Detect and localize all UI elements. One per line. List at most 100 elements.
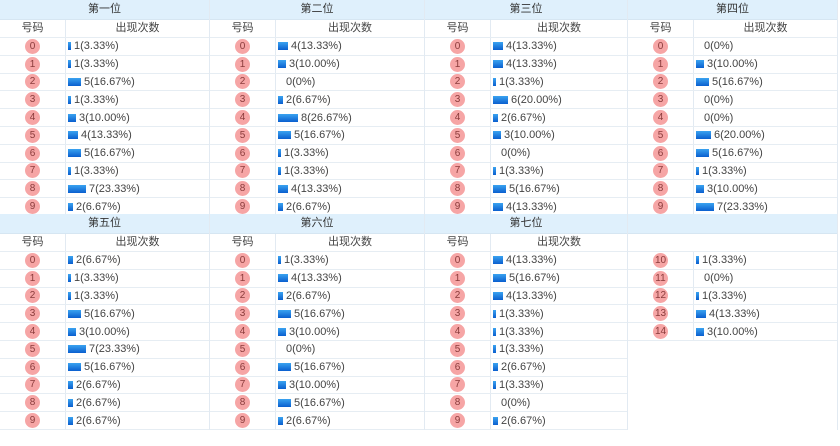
- frequency-bar: [493, 327, 496, 336]
- number-header: 号码: [628, 20, 694, 37]
- table-row: 1 1(3.33%): [0, 269, 209, 288]
- number-cell: 2: [210, 73, 276, 91]
- table-row: 3 5(16.67%): [210, 305, 424, 324]
- count-value: 4(13.33%): [506, 40, 557, 53]
- count-value: 4(13.33%): [506, 254, 557, 267]
- frequency-bar: [493, 42, 503, 51]
- number-ball: 4: [235, 324, 250, 340]
- count-value: 5(16.67%): [509, 182, 560, 195]
- position-5-block: 第五位 号码 出现次数 0 2(6.67%) 1 1(3.33%) 2 1(3.…: [0, 214, 210, 430]
- frequency-bar: [278, 60, 286, 69]
- table-row: 0 1(3.33%): [0, 38, 209, 56]
- number-cell: 6: [210, 144, 276, 162]
- count-value: 1(3.33%): [499, 325, 544, 338]
- number-cell: 8: [0, 180, 66, 198]
- frequency-bar: [68, 95, 71, 104]
- number-cell: 9: [210, 198, 276, 215]
- number-ball: 7: [25, 163, 40, 179]
- table-row: 7 3(10.00%): [210, 376, 424, 395]
- count-cell: 1(3.33%): [276, 252, 424, 269]
- count-value: 5(16.67%): [294, 396, 345, 409]
- table-row: 6 5(16.67%): [628, 144, 837, 163]
- table-row: 2 4(13.33%): [425, 287, 627, 306]
- count-value: 3(10.00%): [504, 129, 555, 142]
- number-cell: 1: [210, 269, 276, 287]
- frequency-bar: [493, 184, 506, 193]
- number-cell: 13: [628, 305, 694, 323]
- frequency-bar: [696, 131, 711, 140]
- number-cell: 1: [425, 269, 491, 287]
- number-ball: 4: [25, 110, 40, 126]
- block-title: 第二位: [210, 0, 424, 20]
- number-cell: 7: [210, 162, 276, 180]
- number-ball: 5: [25, 127, 40, 143]
- count-cell: 4(13.33%): [491, 56, 627, 73]
- frequency-bar: [68, 327, 76, 336]
- special-numbers-block: 10 1(3.33%) 11 0(0%) 12 1(3.33%) 13 4(13…: [628, 214, 838, 430]
- count-value: 4(13.33%): [81, 129, 132, 142]
- number-ball: 14: [653, 324, 668, 340]
- number-ball: 1: [25, 270, 40, 286]
- count-cell: 0(0%): [276, 74, 424, 91]
- table-row: 12 1(3.33%): [628, 287, 837, 306]
- count-value: 3(10.00%): [707, 325, 758, 338]
- frequency-bar: [278, 363, 291, 372]
- number-cell: 6: [425, 144, 491, 162]
- frequency-bar: [278, 95, 283, 104]
- count-cell: 5(16.67%): [491, 180, 627, 197]
- number-cell: 9: [210, 412, 276, 429]
- count-value: 4(13.33%): [291, 182, 342, 195]
- count-cell: 5(16.67%): [66, 359, 209, 376]
- count-cell: 2(6.67%): [491, 359, 627, 376]
- number-ball: 6: [235, 359, 250, 375]
- count-cell: 6(20.00%): [694, 127, 837, 144]
- frequency-bar: [493, 291, 503, 300]
- count-cell: 3(10.00%): [694, 323, 837, 340]
- number-cell: 8: [210, 180, 276, 198]
- table-row: 1 5(16.67%): [425, 269, 627, 288]
- number-ball: 1: [235, 270, 250, 286]
- number-cell: 1: [0, 269, 66, 287]
- count-value: 5(16.67%): [84, 307, 135, 320]
- number-ball: 10: [653, 252, 668, 268]
- number-ball: 0: [450, 38, 465, 54]
- count-cell: 4(13.33%): [491, 38, 627, 55]
- number-ball: 5: [450, 341, 465, 357]
- number-ball: 1: [450, 56, 465, 72]
- table-row: 13 4(13.33%): [628, 305, 837, 324]
- count-cell: 5(16.67%): [276, 305, 424, 322]
- frequency-bar: [696, 256, 699, 265]
- number-cell: 1: [425, 55, 491, 73]
- number-cell: 4: [0, 323, 66, 340]
- subheader-row: 号码 出现次数: [0, 20, 209, 38]
- table-row: 6 0(0%): [425, 144, 627, 163]
- count-cell: 2(6.67%): [276, 198, 424, 215]
- frequency-bar: [68, 166, 71, 175]
- count-cell: 3(10.00%): [66, 323, 209, 340]
- number-cell: 8: [425, 180, 491, 198]
- number-header: 号码: [210, 234, 276, 251]
- count-cell: 0(0%): [694, 109, 837, 126]
- count-header: 出现次数: [537, 22, 581, 34]
- table-row: 8 3(10.00%): [628, 180, 837, 199]
- number-ball: 2: [450, 74, 465, 90]
- number-ball: 8: [450, 181, 465, 197]
- count-header: 出现次数: [743, 22, 788, 34]
- frequency-bar: [68, 60, 71, 69]
- number-cell: 4: [425, 323, 491, 340]
- frequency-bar: [278, 42, 288, 51]
- count-value: 1(3.33%): [499, 75, 544, 88]
- position-4-block: 第四位 号码 出现次数 0 0(0%) 1 3(10.00%) 2 5(16.6…: [628, 0, 838, 216]
- table-row: 2 1(3.33%): [0, 287, 209, 306]
- number-cell: 6: [0, 144, 66, 162]
- count-value: 5(16.67%): [84, 75, 135, 88]
- number-ball: 3: [235, 92, 250, 108]
- count-value: 3(10.00%): [289, 325, 340, 338]
- number-cell: 5: [628, 126, 694, 144]
- count-cell: 1(3.33%): [66, 38, 209, 55]
- frequency-bar: [493, 113, 498, 122]
- count-value: 0(0%): [704, 272, 734, 285]
- band-bottom: 第五位 号码 出现次数 0 2(6.67%) 1 1(3.33%) 2 1(3.…: [0, 214, 838, 430]
- number-ball: 6: [25, 359, 40, 375]
- table-row: 0 1(3.33%): [210, 252, 424, 270]
